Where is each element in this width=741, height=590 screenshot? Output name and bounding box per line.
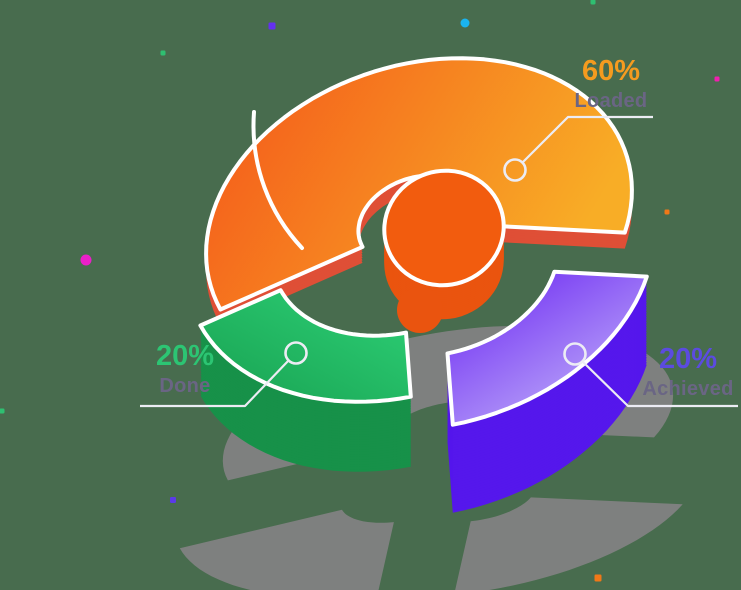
callout-lines <box>140 115 738 408</box>
callout-label-achieved: 20% Achieved <box>642 344 733 401</box>
callout-sublabel-loaded: Loaded <box>574 90 648 113</box>
callout-percent-done: 20% <box>155 340 215 372</box>
slice-done <box>198 288 413 472</box>
orange-edge-highlight <box>251 110 304 250</box>
callout-percent-loaded: 60% <box>581 55 641 87</box>
callout-label-loaded: 60% Loaded <box>575 56 648 113</box>
callout-percent-achieved: 20% <box>658 343 718 375</box>
callout-sublabel-achieved: Achieved <box>642 378 734 401</box>
callout-sublabel-done: Done <box>159 375 211 398</box>
donut-hole-top <box>382 168 506 288</box>
decor-dots <box>0 0 720 582</box>
hole-drip <box>397 287 443 333</box>
slice-achieved <box>445 269 649 513</box>
slice-loaded <box>204 56 634 326</box>
callout-label-done: 20% Done <box>156 341 214 398</box>
